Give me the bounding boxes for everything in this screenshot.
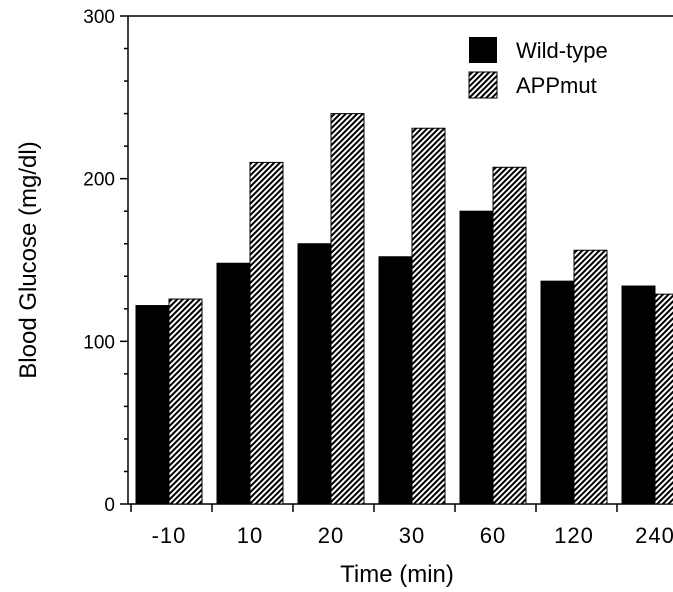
bar-wild-type-20	[297, 243, 332, 505]
legend: Wild-type APPmut	[468, 37, 608, 99]
bar-appmut-120	[573, 249, 608, 505]
bar-appmut-30	[411, 127, 446, 505]
legend-label-wild-type: Wild-type	[516, 38, 608, 63]
y-tick-label: 0	[104, 495, 115, 516]
y-axis-ticks: 0 100 200 300	[83, 7, 128, 516]
legend-label-appmut: APPmut	[516, 73, 597, 98]
bar-wild-type-10	[216, 262, 251, 505]
x-tick-label: 10	[237, 523, 263, 548]
bar-appmut-20	[330, 113, 365, 505]
bar-appmut-60	[492, 166, 527, 505]
x-tick-label: 30	[399, 523, 425, 548]
x-tick-label: 20	[318, 523, 344, 548]
y-tick-label: 200	[83, 170, 115, 191]
bar-wild-type-120	[540, 280, 575, 505]
bar-wild-type-60	[459, 210, 494, 505]
bar-wild-type-240	[621, 285, 656, 505]
x-axis-title: Time (min)	[340, 561, 454, 588]
x-tick-label: 120	[554, 523, 594, 548]
bar-appmut--10	[168, 298, 203, 505]
x-tick-label: 60	[480, 523, 506, 548]
bar-wild-type-30	[378, 256, 413, 505]
x-axis-ticks: -10 10 20 30 60 120 240	[130, 504, 673, 548]
y-tick-label: 100	[83, 332, 115, 353]
x-tick-label: 240	[635, 523, 673, 548]
y-tick-label: 300	[83, 7, 115, 28]
y-axis-title: Blood Glucose (mg/dl)	[15, 141, 42, 378]
legend-swatch-wild-type	[469, 37, 497, 63]
bar-wild-type--10	[135, 305, 170, 505]
bar-appmut-240	[654, 293, 673, 505]
bar-series	[135, 113, 673, 505]
bar-appmut-10	[249, 161, 284, 505]
x-tick-label: -10	[152, 523, 187, 548]
legend-swatch-appmut	[468, 71, 498, 99]
